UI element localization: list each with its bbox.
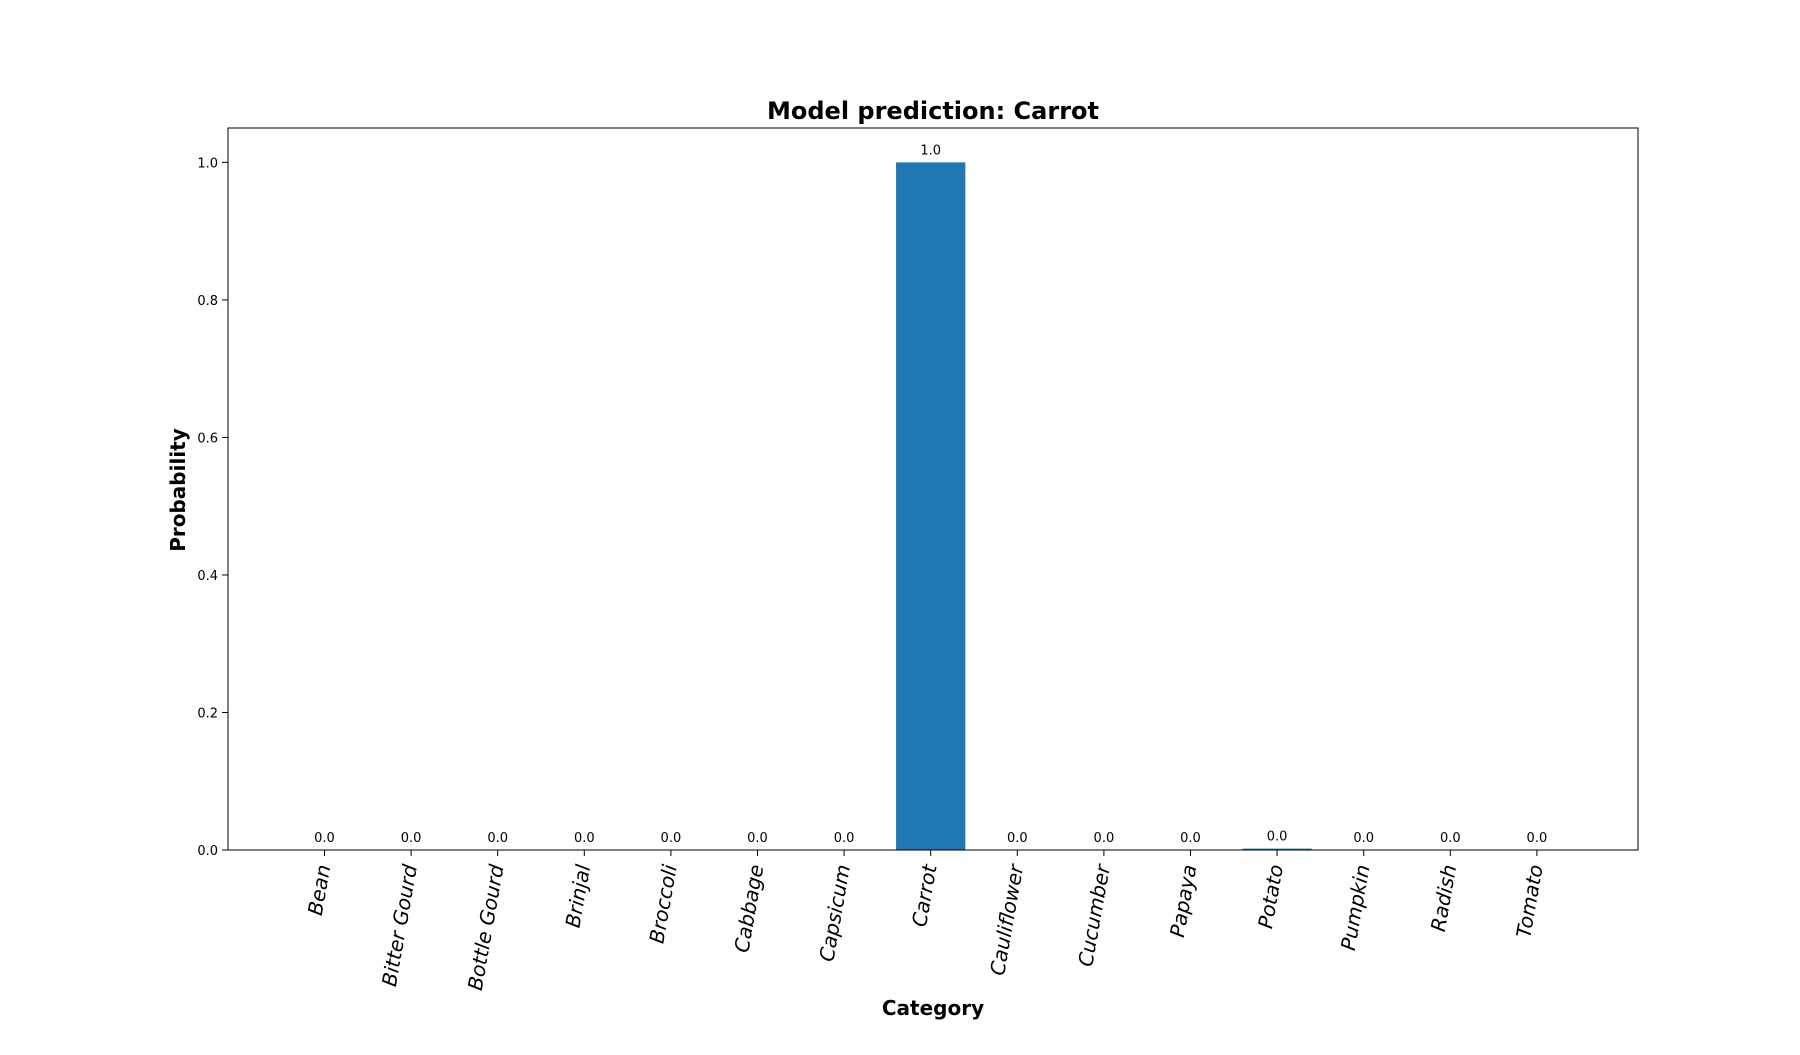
data-label: 0.0 xyxy=(1353,831,1374,846)
x-tick-label: Tomato xyxy=(1511,863,1547,940)
x-axis-label: Category xyxy=(882,996,984,1020)
data-label: 0.0 xyxy=(661,831,682,846)
data-label: 0.0 xyxy=(834,831,855,846)
x-tick-label: Carrot xyxy=(907,862,942,929)
data-label: 0.0 xyxy=(1440,831,1461,846)
data-label: 0.0 xyxy=(574,831,595,846)
data-label: 0.0 xyxy=(1527,831,1548,846)
data-label: 0.0 xyxy=(1007,831,1028,846)
chart-title: Model prediction: Carrot xyxy=(767,97,1099,125)
data-label: 1.0 xyxy=(920,143,941,158)
x-tick-label: Broccoli xyxy=(644,862,682,945)
data-labels-group: 0.0 0.0 0.0 0.0 0.0 0.0 0.0 1.0 0.0 0.0 0.0 0.0 0.0 0… xyxy=(314,143,1547,846)
data-label: 0.0 xyxy=(314,831,335,846)
bar-potato xyxy=(1242,848,1312,850)
y-axis: 0.0 0.2 0.4 0.6 0.8 1.0 xyxy=(197,156,228,859)
x-tick-label: Potato xyxy=(1253,863,1288,931)
x-tick-label: Pumpkin xyxy=(1336,863,1375,953)
x-tick-label: Papaya xyxy=(1165,863,1201,939)
x-tick-label: Cauliflower xyxy=(985,861,1028,977)
y-tick-label: 0.0 xyxy=(197,844,218,859)
x-tick-label: Bean xyxy=(303,863,335,917)
data-label: 0.0 xyxy=(1180,831,1201,846)
x-tick-label: Brinjal xyxy=(561,862,596,929)
x-tick-label: Capsicum xyxy=(814,863,855,964)
x-tick-label: Bitter Gourd xyxy=(377,862,422,988)
bar-carrot xyxy=(896,162,966,850)
data-label: 0.0 xyxy=(487,831,508,846)
data-label: 0.0 xyxy=(1267,830,1288,845)
x-tick-label: Cabbage xyxy=(729,863,768,955)
x-tick-label: Cucumber xyxy=(1073,861,1115,968)
y-tick-label: 0.6 xyxy=(197,431,218,446)
y-tick-label: 0.8 xyxy=(197,294,218,309)
bars-group xyxy=(896,162,1312,850)
data-label: 0.0 xyxy=(747,831,768,846)
data-label: 0.0 xyxy=(401,831,422,846)
y-axis-label: Probability xyxy=(166,428,190,552)
x-tick-label: Bottle Gourd xyxy=(463,862,509,992)
data-label: 0.0 xyxy=(1094,831,1115,846)
y-tick-label: 0.4 xyxy=(197,569,218,584)
x-tick-label: Radish xyxy=(1426,863,1461,934)
y-tick-label: 1.0 xyxy=(197,156,218,171)
x-axis: Bean Bitter Gourd Bottle Gourd Brinjal Brocc… xyxy=(303,850,1548,992)
y-tick-label: 0.2 xyxy=(197,706,218,721)
plot-area-frame xyxy=(227,127,1639,851)
